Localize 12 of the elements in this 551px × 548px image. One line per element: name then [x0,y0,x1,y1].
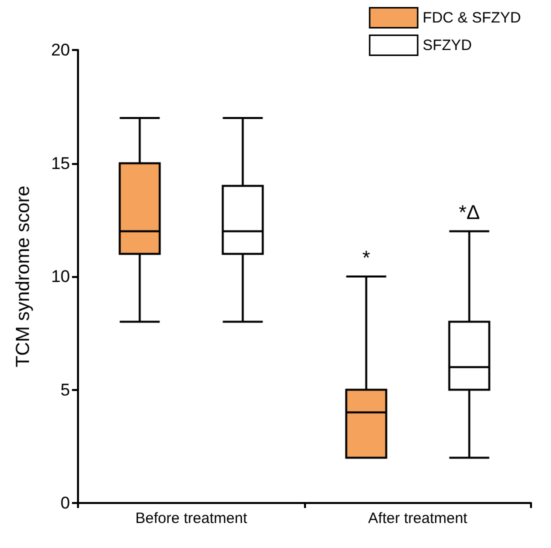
legend-label: FDC & SFZYD [422,9,522,26]
x-tick-label: Before treatment [135,510,248,527]
x-tick-label: After treatment [368,510,468,527]
y-tick-label: 5 [60,380,70,400]
y-tick-label: 20 [51,40,70,60]
annotation: * [362,248,370,270]
legend-label: SFZYD [422,36,472,54]
y-axis-title: TCM syndrome score [13,186,34,368]
y-tick-label: 10 [51,267,70,286]
y-tick-label: 0 [60,494,70,512]
annotation: *Δ [458,202,480,224]
y-tick-label: 15 [51,154,70,173]
